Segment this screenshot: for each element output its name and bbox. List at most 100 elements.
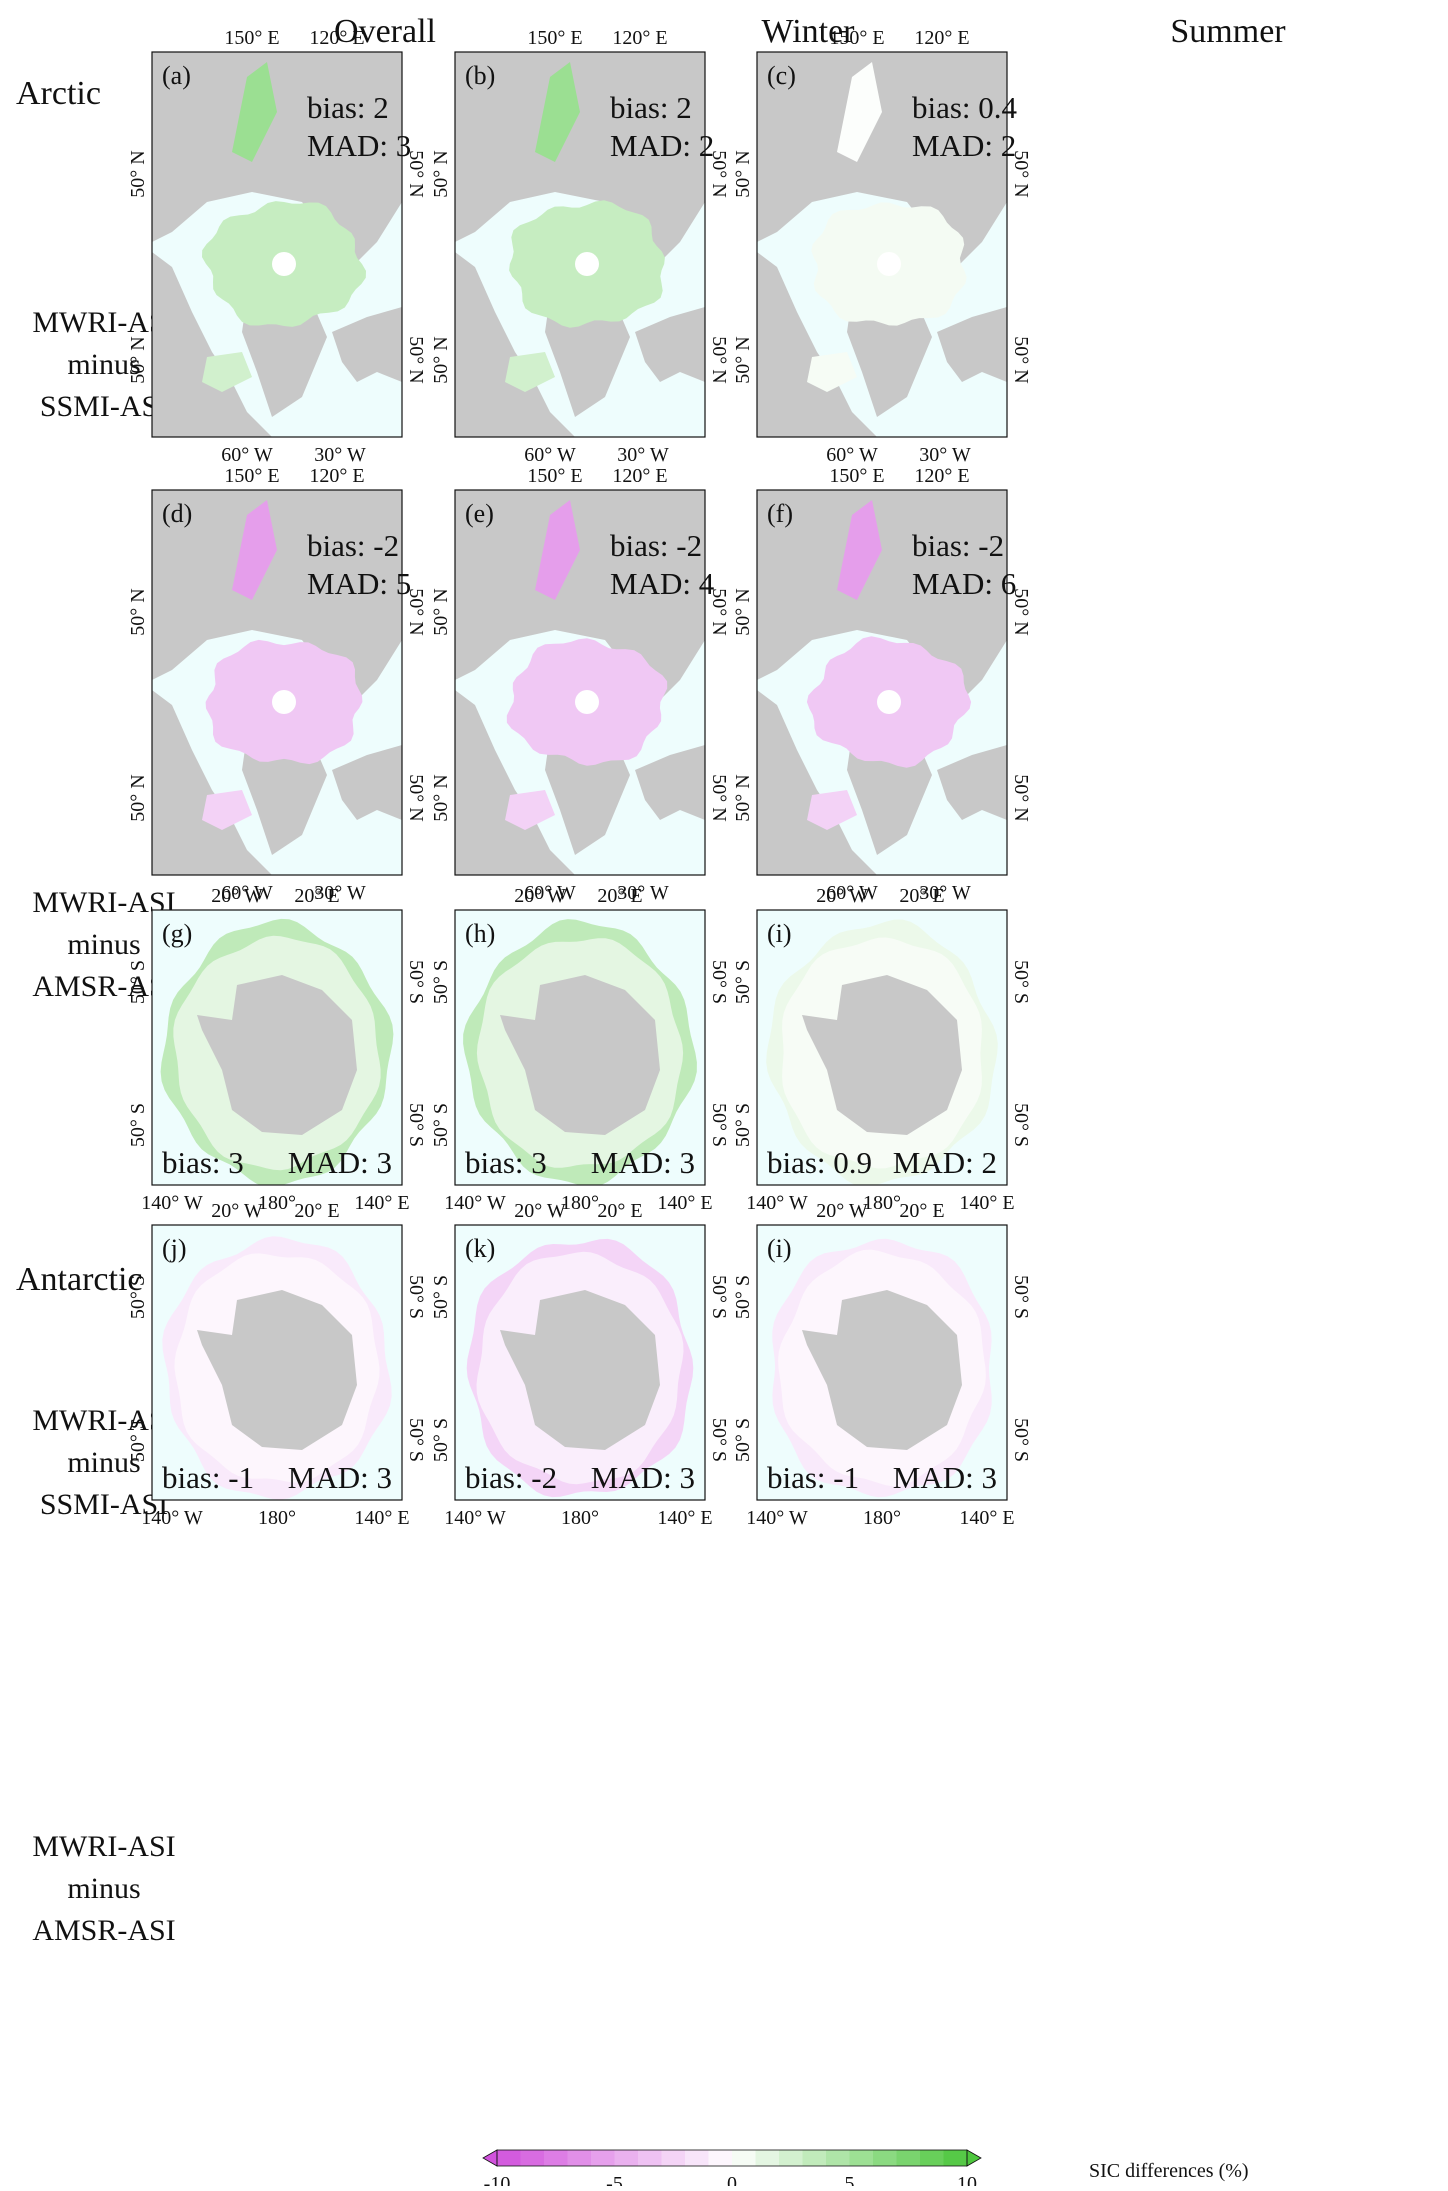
- coord-top-120e: 120° E: [612, 27, 667, 49]
- coord-bottom-140w: 140° W: [746, 1507, 808, 1529]
- land-antarctica: [197, 1290, 357, 1450]
- coord-side-50s: 50° S: [1010, 1418, 1032, 1462]
- land-antarctica: [500, 975, 660, 1135]
- coord-side-50s: 50° S: [732, 1275, 754, 1319]
- coord-bottom-30w: 30° W: [919, 882, 971, 904]
- coord-side-50n: 50° N: [405, 588, 427, 635]
- coord-top-20w: 20° W: [816, 885, 868, 907]
- colorbar-segment: [614, 2150, 639, 2166]
- coord-top-150e: 150° E: [527, 27, 582, 49]
- land-antarctica: [197, 975, 357, 1135]
- panel-frame: [454, 909, 706, 1186]
- panel-k-antarctic: (k) bias: -2 MAD: 3 20° W 20° E 140° W 180° 140…: [430, 1200, 730, 1529]
- panel-label: (b): [465, 61, 495, 90]
- coord-bottom-140w: 140° W: [444, 1507, 506, 1529]
- colorbar-segment: [779, 2150, 803, 2166]
- coord-side-50s: 50° S: [732, 1103, 754, 1147]
- coord-top-20w: 20° W: [816, 1200, 868, 1222]
- sea-ice-okhotsk: [535, 62, 580, 162]
- mad-value: MAD: 3: [591, 1460, 695, 1495]
- colorbar-frame: [496, 2149, 968, 2167]
- coord-top-120e: 120° E: [309, 465, 364, 487]
- panel-label: (j): [162, 1234, 187, 1263]
- mad-value: MAD: 6: [912, 566, 1016, 601]
- panel-label: (h): [465, 919, 495, 948]
- land-scandinavia: [332, 745, 402, 820]
- bias-value: bias: 2: [610, 90, 692, 125]
- sea-ice-okhotsk: [535, 500, 580, 600]
- coord-side-50s: 50° S: [430, 1103, 452, 1147]
- coord-side-50n: 50° N: [732, 774, 754, 821]
- coord-top-150e: 150° E: [224, 465, 279, 487]
- coord-side-50n: 50° N: [405, 336, 427, 383]
- sea-ice-hudson: [807, 352, 857, 392]
- colorbar-arrow-low: [482, 2149, 498, 2167]
- land-north-america: [152, 690, 272, 875]
- coord-top-20w: 20° W: [514, 1200, 566, 1222]
- colorbar-segment: [708, 2150, 733, 2166]
- section-label-arctic: Arctic: [16, 75, 101, 112]
- coord-side-50n: 50° N: [1010, 336, 1032, 383]
- land-antarctica: [802, 975, 962, 1135]
- land-scandinavia: [937, 307, 1007, 382]
- panel-frame: [756, 1224, 1008, 1501]
- panel-frame: [151, 909, 403, 1186]
- panel-i-antarctic: (i) bias: 0.9 MAD: 2 20° W 20° E 140° W 180° 14…: [732, 885, 1032, 1214]
- bias-value: bias: 3: [465, 1145, 547, 1180]
- coord-side-50s: 50° S: [430, 960, 452, 1004]
- mad-value: MAD: 2: [912, 128, 1016, 163]
- land-antarctica: [802, 1290, 962, 1450]
- panel-frame: [756, 489, 1008, 876]
- pole-hole: [575, 690, 599, 714]
- column-header-summer: Summer: [1170, 13, 1286, 50]
- colorbar-segment: [520, 2150, 545, 2166]
- land-greenland: [847, 297, 932, 417]
- coord-top-20w: 20° W: [211, 1200, 263, 1222]
- coord-side-50n: 50° N: [1010, 150, 1032, 197]
- colorbar-segment: [920, 2150, 944, 2166]
- pole-hole: [272, 252, 296, 276]
- panel-label: (i): [767, 919, 792, 948]
- coord-top-20e: 20° E: [597, 885, 642, 907]
- coord-top-20e: 20° E: [899, 885, 944, 907]
- coord-bottom-30w: 30° W: [617, 444, 669, 466]
- coord-bottom-140e: 140° E: [959, 1507, 1014, 1529]
- colorbar-segment: [732, 2150, 756, 2166]
- coord-side-50s: 50° S: [430, 1275, 452, 1319]
- colorbar-segment: [755, 2150, 780, 2166]
- coord-top-150e: 150° E: [224, 27, 279, 49]
- coord-bottom-60w: 60° W: [221, 444, 273, 466]
- mad-value: MAD: 3: [307, 128, 411, 163]
- mad-value: MAD: 2: [893, 1145, 997, 1180]
- panel-frame: [756, 51, 1008, 438]
- mad-value: MAD: 3: [288, 1460, 392, 1495]
- coord-side-50s: 50° S: [1010, 1103, 1032, 1147]
- colorbar-segment: [826, 2150, 850, 2166]
- bias-value: bias: -2: [610, 528, 702, 563]
- panel-h-antarctic: (h) bias: 3 MAD: 3 20° W 20° E 140° W 180° 140°…: [430, 885, 730, 1214]
- coord-top-150e: 150° E: [829, 27, 884, 49]
- land-eurasia: [757, 52, 1007, 267]
- coord-side-50s: 50° S: [732, 1418, 754, 1462]
- coord-top-20w: 20° W: [211, 885, 263, 907]
- coord-top-150e: 150° E: [527, 465, 582, 487]
- sea-ice-okhotsk: [232, 500, 277, 600]
- panel-i-antarctic: (i) bias: -1 MAD: 3 20° W 20° E 140° W 180° 140…: [732, 1200, 1032, 1529]
- land-eurasia: [757, 490, 1007, 705]
- sea-ice-okhotsk: [837, 500, 882, 600]
- bias-value: bias: -1: [162, 1460, 254, 1495]
- land-eurasia: [152, 490, 402, 705]
- sea-ice-okhotsk: [837, 62, 882, 162]
- coord-side-50s: 50° S: [1010, 960, 1032, 1004]
- colorbar-tick-label: -5: [606, 2173, 623, 2186]
- bias-value: bias: -2: [307, 528, 399, 563]
- land-scandinavia: [937, 745, 1007, 820]
- coord-bottom-60w: 60° W: [826, 882, 878, 904]
- coord-bottom-180: 180°: [561, 1192, 599, 1214]
- coord-bottom-30w: 30° W: [314, 444, 366, 466]
- land-scandinavia: [332, 307, 402, 382]
- panel-frame: [151, 489, 403, 876]
- svg-text:minus: minus: [67, 928, 140, 961]
